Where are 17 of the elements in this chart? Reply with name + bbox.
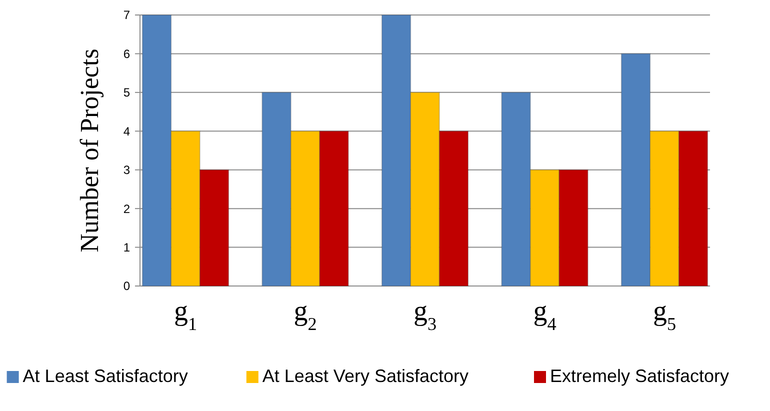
y-tick-label: 2 xyxy=(123,202,130,216)
x-tick-label: g$_{2}$ xyxy=(294,296,317,334)
y-tick-label: 1 xyxy=(123,240,130,254)
y-tick-label: 0 xyxy=(123,279,130,294)
x-tick-label: g$_{1}$ xyxy=(174,296,198,334)
y-tick-label: 7 xyxy=(123,8,130,22)
y-tick-label: 3 xyxy=(123,163,130,178)
y-tick-label: 5 xyxy=(123,86,130,100)
y-axis-title: Number of Projects xyxy=(75,48,104,252)
legend-label: At Least Satisfactory xyxy=(22,366,188,386)
legend-label: Extremely Satisfactory xyxy=(550,366,730,386)
x-tick-label: g$_{5}$ xyxy=(652,296,676,334)
legend-label: At Least Very Satisfactory xyxy=(262,366,469,386)
y-tick-label: 6 xyxy=(123,46,130,61)
x-tick-label: g$_{4}$ xyxy=(533,296,556,334)
x-tick-label: g$_{3}$ xyxy=(413,296,437,334)
y-tick-label: 4 xyxy=(123,124,130,138)
